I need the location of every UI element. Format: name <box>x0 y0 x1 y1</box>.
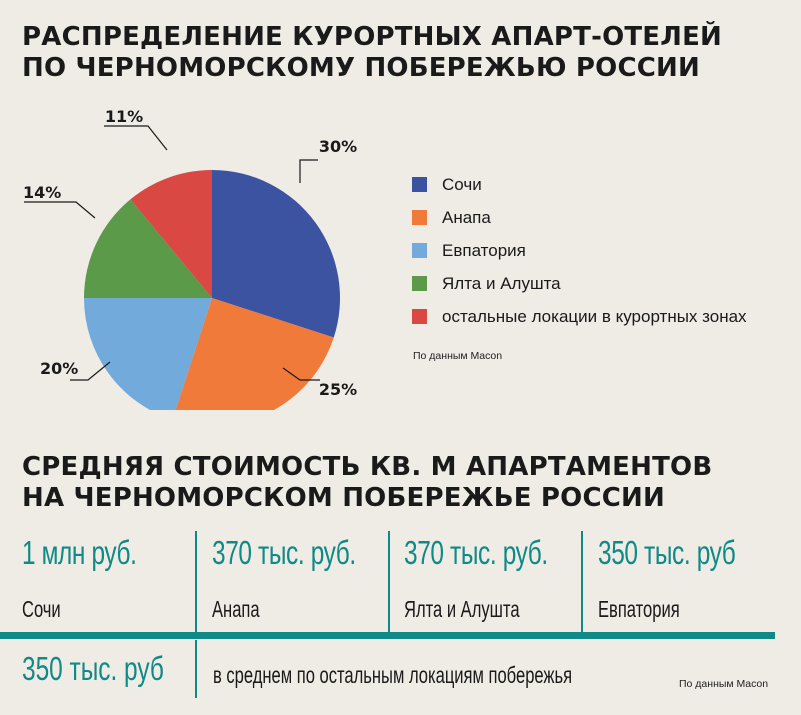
chart-title-line-2: ПО ЧЕРНОМОРСКОМУ ПОБЕРЕЖЬЮ РОССИИ <box>22 53 700 83</box>
column-divider <box>581 531 583 632</box>
pct-label-sochi: 30% <box>319 137 357 156</box>
pie-chart: 30% 25% 20% 14% 11% <box>23 107 357 410</box>
leader-line-evpatoria <box>70 361 111 381</box>
pie-slice-sochi <box>212 170 340 338</box>
cost-location: Анапа <box>212 596 260 622</box>
pct-label-other: 11% <box>105 107 143 126</box>
cost-location: Сочи <box>22 596 61 622</box>
section-title: СРЕДНЯЯ СТОИМОСТЬ КВ. М АПАРТАМЕНТОВ НА … <box>22 452 712 514</box>
source-note: По данным Macon <box>413 350 503 362</box>
legend-item-other: остальные локации в курортных зонах <box>412 300 747 333</box>
pct-label-evpatoria: 20% <box>40 359 78 378</box>
pie-slice-yalta <box>84 199 212 298</box>
cost-location: Евпатория <box>598 596 680 622</box>
chart-title-line-1: РАСПРЕДЕЛЕНИЕ КУРОРТНЫХ АПАРТ-ОТЕЛЕЙ <box>22 22 722 52</box>
legend-label-sochi: Сочи <box>442 174 482 194</box>
legend-swatch-sochi <box>412 177 427 192</box>
legend-label-other: остальные локации в курортных зонах <box>442 306 747 326</box>
legend-swatch-other <box>412 309 427 324</box>
chart-title: РАСПРЕДЕЛЕНИЕ КУРОРТНЫХ АПАРТ-ОТЕЛЕЙ ПО … <box>22 22 722 84</box>
legend-item-yalta: Ялта и Алушта <box>412 267 747 300</box>
legend-swatch-anapa <box>412 210 427 225</box>
legend-label-yalta: Ялта и Алушта <box>442 273 561 293</box>
leader-line-other <box>104 125 168 151</box>
legend-item-evpatoria: Евпатория <box>412 234 747 267</box>
pct-label-yalta: 14% <box>23 183 61 202</box>
cost-value: 1 млн руб. <box>22 534 137 571</box>
legend-swatch-evpatoria <box>412 243 427 258</box>
legend-label-anapa: Анапа <box>442 207 491 227</box>
legend-item-sochi: Сочи <box>412 168 747 201</box>
cost-location: Ялта и Алушта <box>404 596 520 622</box>
cost-grid: 1 млн руб. Сочи 370 тыс. руб. Анапа 370 … <box>0 530 801 640</box>
pie-slice-other <box>130 170 212 298</box>
legend-swatch-yalta <box>412 276 427 291</box>
cost-value: 350 тыс. руб <box>598 534 736 571</box>
pie-slice-anapa <box>175 298 334 410</box>
legend-label-evpatoria: Евпатория <box>442 240 526 260</box>
average-value: 350 тыс. руб <box>22 650 164 687</box>
legend: Сочи Анапа Евпатория Ялта и Алушта остал… <box>412 168 747 333</box>
section-title-line-1: СРЕДНЯЯ СТОИМОСТЬ КВ. М АПАРТАМЕНТОВ <box>22 452 713 482</box>
row-divider <box>0 632 775 639</box>
column-divider <box>195 640 197 698</box>
leader-line-sochi <box>299 159 318 183</box>
section-title-line-2: НА ЧЕРНОМОРСКОМ ПОБЕРЕЖЬЕ РОССИИ <box>22 483 665 513</box>
average-label: в среднем по остальным локациям побережь… <box>213 662 573 688</box>
legend-item-anapa: Анапа <box>412 201 747 234</box>
column-divider <box>388 531 390 632</box>
leader-line-yalta <box>24 201 96 219</box>
leader-line-anapa <box>282 367 320 381</box>
pct-label-anapa: 25% <box>319 380 357 399</box>
cost-value: 370 тыс. руб. <box>404 534 548 571</box>
column-divider <box>195 531 197 632</box>
source-note-bottom: По данным Macon <box>679 678 769 690</box>
cost-value: 370 тыс. руб. <box>212 534 356 571</box>
pie-slice-evpatoria <box>84 298 212 410</box>
